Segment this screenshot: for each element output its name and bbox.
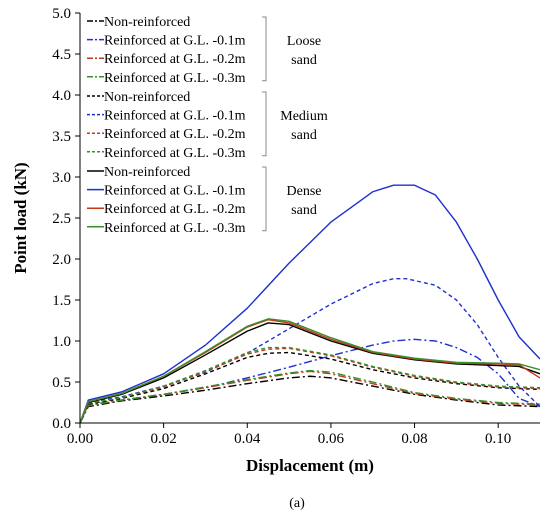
legend: Non-reinforced Reinforced at G.L. -0.1m Re… (87, 15, 328, 236)
y-tick-label: 0.5 (52, 375, 71, 391)
x-axis-title: Displacement (m) (246, 456, 374, 475)
x-tick-label: 0.02 (151, 431, 177, 447)
y-axis-ticks: 0.0 0.5 1.0 1.5 2.0 2.5 3.0 3.5 4.0 4.5 5.0 (52, 6, 80, 432)
series-line (80, 347, 540, 423)
legend-entry-label: Reinforced at G.L. -0.1m (104, 109, 246, 124)
legend-entry-label: Non-reinforced (104, 90, 190, 105)
y-tick-label: 4.5 (52, 47, 71, 63)
series-line (80, 184, 540, 423)
y-tick-label: 4.0 (52, 88, 71, 104)
series-line (80, 369, 540, 423)
legend-entry-label: Reinforced at G.L. -0.2m (104, 52, 246, 67)
x-axis-ticks: 0.00 0.02 0.04 0.06 0.08 0.10 (67, 423, 511, 447)
x-tick-label: 0.10 (485, 431, 511, 447)
legend-entry-label: Non-reinforced (104, 165, 190, 180)
y-axis-title: Point load (kN) (11, 162, 30, 273)
x-tick-label: 0.06 (318, 431, 345, 447)
x-tick-label: 0.04 (234, 431, 261, 447)
series-line (80, 322, 540, 423)
legend-group-label: Dense (287, 184, 322, 199)
series-line (80, 351, 540, 423)
y-tick-label: 0.0 (52, 416, 71, 432)
y-tick-label: 2.5 (52, 211, 71, 227)
legend-group-bracket (262, 16, 267, 82)
series-line (80, 370, 540, 423)
legend-entry-label: Reinforced at G.L. -0.1m (104, 184, 246, 199)
legend-group-bracket (262, 91, 267, 157)
series-layer (80, 184, 540, 423)
legend-group-label: Medium (280, 109, 328, 124)
plot-area: 0.00 0.02 0.04 0.06 0.08 0.10 0.0 0.5 1.0 1.5 2.0… (52, 6, 540, 447)
legend-entry-label: Reinforced at G.L. -0.3m (104, 221, 246, 236)
legend-entry-label: Reinforced at G.L. -0.3m (104, 71, 246, 86)
legend-entry-label: Reinforced at G.L. -0.2m (104, 202, 246, 217)
legend-entry-label: Reinforced at G.L. -0.2m (104, 127, 246, 142)
legend-group-label: sand (291, 128, 317, 143)
legend-entry-label: Reinforced at G.L. -0.1m (104, 34, 246, 49)
legend-group-label: Loose (287, 34, 321, 49)
legend-entry-label: Non-reinforced (104, 15, 190, 30)
legend-group-label: sand (291, 53, 317, 68)
y-tick-label: 3.0 (52, 170, 71, 186)
y-tick-label: 2.0 (52, 252, 71, 268)
y-tick-label: 1.5 (52, 293, 71, 309)
series-line (80, 346, 540, 423)
y-tick-label: 3.5 (52, 129, 71, 145)
legend-group-bracket (262, 166, 267, 232)
x-tick-label: 0.00 (67, 431, 93, 447)
x-tick-label: 0.08 (401, 431, 427, 447)
legend-entry-label: Reinforced at G.L. -0.3m (104, 146, 246, 161)
y-tick-label: 5.0 (52, 6, 71, 22)
series-line (80, 375, 540, 423)
series-line (80, 318, 540, 423)
y-tick-label: 1.0 (52, 334, 71, 350)
legend-group-label: sand (291, 203, 317, 218)
figure-caption: (a) (289, 496, 305, 511)
